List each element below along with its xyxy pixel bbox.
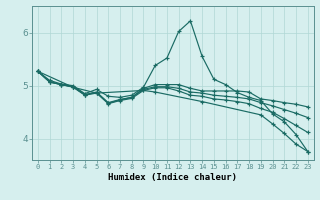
X-axis label: Humidex (Indice chaleur): Humidex (Indice chaleur)	[108, 173, 237, 182]
